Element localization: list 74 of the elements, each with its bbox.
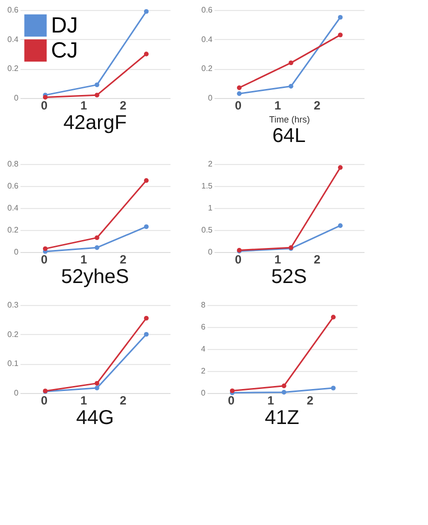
point bbox=[42, 246, 48, 252]
y-tick-label: 6 bbox=[201, 322, 206, 332]
point bbox=[338, 32, 343, 38]
text: 52yheS bbox=[61, 266, 129, 288]
x-tick-label: 2 bbox=[314, 252, 321, 266]
x-tick-label: 1 bbox=[80, 394, 88, 408]
x-tick-label: 1 bbox=[80, 252, 88, 266]
x-tick-label: 2 bbox=[120, 98, 127, 112]
y-tick-label: 0.3 bbox=[7, 300, 20, 310]
x-tick-label: 1 bbox=[274, 98, 282, 112]
y-tick-label: 0.2 bbox=[201, 64, 214, 74]
point bbox=[144, 178, 149, 183]
point bbox=[236, 91, 242, 96]
y-tick-label: 0.2 bbox=[7, 330, 20, 339]
legend-label: DJ bbox=[51, 12, 78, 38]
y-tick-label: 0.1 bbox=[7, 359, 20, 368]
point bbox=[94, 82, 100, 88]
point bbox=[288, 84, 294, 89]
x-tick-label: 0 bbox=[40, 252, 48, 266]
y-tick-label: 0.8 bbox=[7, 160, 20, 168]
y-tick-label: 1.5 bbox=[201, 182, 214, 190]
point bbox=[94, 92, 100, 98]
y-tick-label: 0.2 bbox=[7, 226, 20, 234]
point bbox=[144, 332, 149, 337]
point bbox=[338, 165, 343, 170]
point bbox=[42, 94, 48, 100]
x-tick-label: 1 bbox=[267, 394, 274, 408]
x-tick-label: 2 bbox=[314, 98, 321, 112]
x-tick-label: 2 bbox=[120, 252, 127, 266]
y-tick-label: 1 bbox=[208, 204, 214, 212]
y-tick-label: 0.6 bbox=[7, 6, 20, 14]
x-tick-label: 1 bbox=[274, 252, 282, 266]
y-tick-label: 4 bbox=[201, 344, 206, 354]
x-axis-title: Time (hrs) bbox=[269, 114, 310, 124]
x-tick-label: 0 bbox=[228, 394, 235, 408]
point bbox=[144, 9, 149, 14]
legend-label: CJ bbox=[51, 38, 78, 62]
point bbox=[330, 386, 336, 390]
y-tick-label: 0.2 bbox=[7, 64, 20, 74]
point bbox=[94, 245, 100, 250]
x-tick-label: 0 bbox=[234, 252, 242, 266]
x-tick-label: 0 bbox=[234, 98, 242, 112]
y-tick-label: 0.4 bbox=[7, 34, 20, 44]
point bbox=[282, 390, 286, 395]
x-tick-label: 0 bbox=[40, 98, 48, 112]
y-tick-label: 0.6 bbox=[7, 182, 20, 190]
y-tick-label: 2 bbox=[201, 366, 206, 376]
y-tick-label: 0.4 bbox=[201, 34, 214, 44]
point bbox=[338, 223, 343, 228]
point bbox=[236, 85, 242, 90]
x-tick-label: 2 bbox=[120, 394, 127, 408]
x-tick-label: 0 bbox=[40, 394, 48, 408]
x-tick-label: 1 bbox=[80, 98, 88, 112]
point bbox=[338, 14, 343, 20]
text: 64L bbox=[272, 125, 306, 147]
point bbox=[288, 60, 294, 66]
y-tick-label: 0.6 bbox=[201, 6, 214, 14]
y-tick-label: 8 bbox=[201, 300, 206, 310]
y-tick-label: 2 bbox=[208, 160, 214, 168]
y-tick-label: 0.4 bbox=[7, 204, 20, 212]
point bbox=[330, 314, 336, 320]
point bbox=[94, 235, 100, 240]
x-tick-label: 2 bbox=[306, 394, 314, 408]
y-tick-label: 0.5 bbox=[201, 226, 214, 234]
point bbox=[144, 52, 149, 56]
point bbox=[282, 384, 286, 388]
text: 42argF bbox=[63, 112, 127, 134]
point bbox=[144, 316, 149, 321]
text: 41Z bbox=[264, 407, 300, 429]
point bbox=[94, 386, 100, 390]
text: 44G bbox=[76, 407, 114, 429]
point bbox=[94, 380, 100, 386]
point bbox=[144, 224, 149, 230]
text: 52S bbox=[271, 266, 307, 288]
